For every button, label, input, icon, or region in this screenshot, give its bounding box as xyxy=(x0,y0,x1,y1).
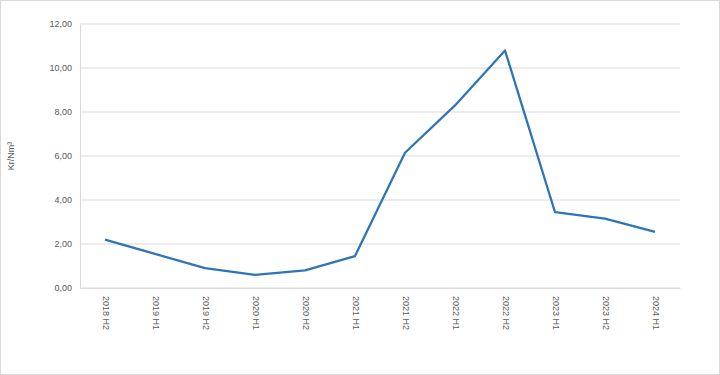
x-tick: 2019 H2 xyxy=(201,288,211,330)
y-axis-title: Kr/Nm³ xyxy=(6,142,16,171)
y-tick-label: 0,00 xyxy=(54,283,72,293)
chart: 0,002,004,006,008,0010,0012,002018 H2201… xyxy=(0,0,720,375)
y-axis-line xyxy=(80,25,81,289)
x-tick-label: 2018 H2 xyxy=(101,296,111,330)
y-tick: 2,00 xyxy=(54,239,80,249)
y-tick: 8,00 xyxy=(54,107,80,117)
x-tick: 2020 H2 xyxy=(301,288,311,330)
y-tick-label: 2,00 xyxy=(54,239,72,249)
x-tick-label: 2023 H2 xyxy=(601,296,611,330)
x-axis: 2018 H2 2019 H1 2019 H2 2020 H1 2020 H2 2021 … xyxy=(81,288,681,330)
y-tick: 10,00 xyxy=(49,63,80,73)
line xyxy=(105,50,655,274)
x-tick-label: 2021 H2 xyxy=(401,296,411,330)
x-tick: 2021 H2 xyxy=(401,288,411,330)
x-tick: 2023 H2 xyxy=(601,288,611,330)
grid-line xyxy=(80,68,680,69)
y-tick-label: 10,00 xyxy=(49,63,72,73)
x-axis-line xyxy=(81,288,681,289)
y-tick: 4,00 xyxy=(54,195,80,205)
x-tick-label: 2020 H1 xyxy=(251,296,261,330)
x-tick-label: 2023 H1 xyxy=(551,296,561,330)
x-tick: 2024 H1 xyxy=(651,288,661,330)
chart-frame xyxy=(1,1,720,375)
y-axis: 0,00 2,00 4,00 6,00 8,00 10,00 12,00 xyxy=(49,19,80,293)
x-tick-label: 2019 H2 xyxy=(201,296,211,330)
x-tick-label: 2022 H2 xyxy=(501,296,511,330)
grid-line xyxy=(80,288,680,289)
y-tick-label: 4,00 xyxy=(54,195,72,205)
x-tick: 2018 H2 xyxy=(101,288,111,330)
plot-area xyxy=(105,50,655,274)
x-tick-label: 2024 H1 xyxy=(651,296,661,330)
grid-line xyxy=(80,112,680,113)
x-tick-label: 2021 H1 xyxy=(351,296,361,330)
x-tick-label: 2022 H1 xyxy=(451,296,461,330)
grid-line xyxy=(80,156,680,157)
y-tick-label: 12,00 xyxy=(49,19,72,29)
x-tick: 2022 H2 xyxy=(501,288,511,330)
y-tick-label: 8,00 xyxy=(54,107,72,117)
x-tick: 2021 H1 xyxy=(351,288,361,330)
y-tick: 12,00 xyxy=(49,19,80,29)
grid-line xyxy=(80,244,680,245)
y-tick-label: 6,00 xyxy=(54,151,72,161)
x-tick-label: 2020 H2 xyxy=(301,296,311,330)
grid xyxy=(80,24,680,288)
x-tick: 2019 H1 xyxy=(151,288,161,330)
grid-line xyxy=(80,200,680,201)
x-tick: 2020 H1 xyxy=(251,288,261,330)
x-tick: 2022 H1 xyxy=(451,288,461,330)
x-tick: 2023 H1 xyxy=(551,288,561,330)
y-tick: 0,00 xyxy=(54,283,80,293)
grid-line xyxy=(80,24,680,25)
y-tick: 6,00 xyxy=(54,151,80,161)
x-tick-label: 2019 H1 xyxy=(151,296,161,330)
